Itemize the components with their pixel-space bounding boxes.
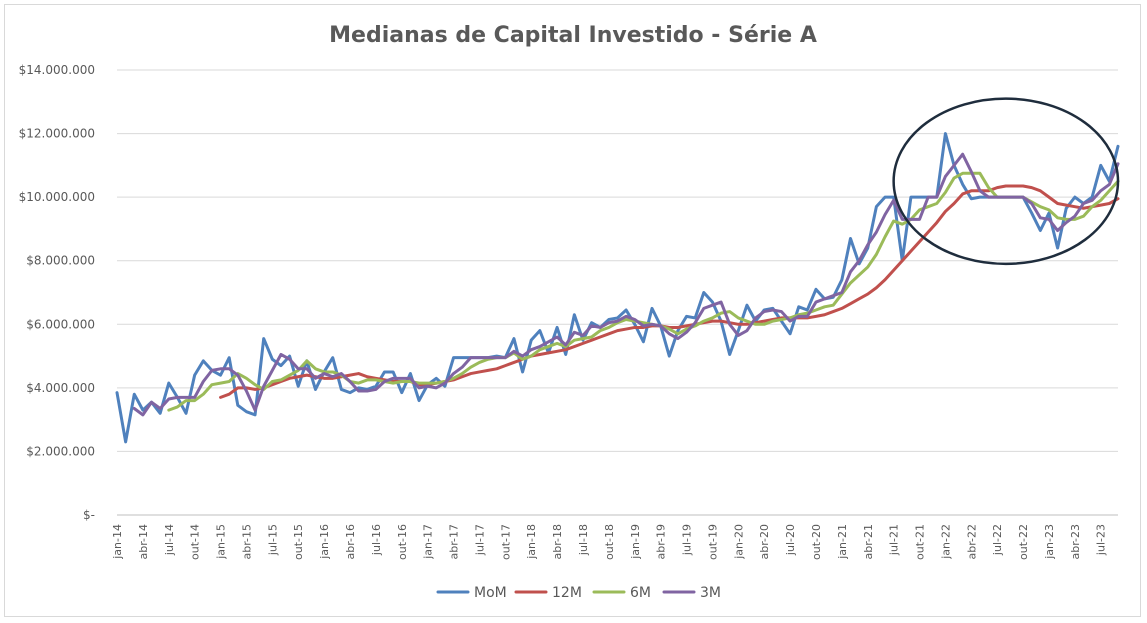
y-tick-label: $6.000.000 — [26, 317, 95, 331]
x-tick-label: jan-18 — [525, 524, 538, 560]
series-line-3m — [132, 152, 1120, 417]
x-tick-label: jul-23 — [1095, 524, 1108, 556]
x-tick-label: jul-15 — [266, 524, 279, 556]
x-tick-label: out-16 — [396, 524, 409, 560]
y-tick-label: $14.000.000 — [19, 63, 95, 77]
x-axis: jan-14 abr-14 jul-14 out-14 jan-15 abr-15 jul-… — [111, 524, 1108, 560]
x-tick-label: out-18 — [603, 524, 616, 560]
legend-label-12m: 12M — [552, 585, 582, 601]
x-tick-label: abr-19 — [655, 524, 668, 560]
legend-label-3m: 3M — [700, 585, 721, 601]
x-tick-label: jan-17 — [422, 524, 435, 560]
x-tick-label: jul-17 — [473, 524, 486, 556]
y-tick-label: $10.000.000 — [19, 190, 95, 204]
x-tick-label: jul-22 — [991, 524, 1004, 556]
legend: MoM 12M 6M 3M — [436, 585, 721, 601]
x-tick-label: jan-14 — [111, 524, 124, 560]
x-tick-label: abr-14 — [137, 524, 150, 560]
x-tick-label: abr-23 — [1069, 524, 1082, 560]
x-tick-label: abr-18 — [551, 524, 564, 560]
annotations — [892, 97, 1120, 266]
series-line-mom — [115, 132, 1120, 444]
legend-label-mom: MoM — [474, 585, 507, 601]
x-tick-label: jan-21 — [836, 524, 849, 560]
x-tick-label: jan-20 — [732, 524, 745, 560]
x-tick-label: abr-20 — [758, 524, 771, 560]
y-axis: $- $2.000.000 $4.000.000 $6.000.000 $8.000.0… — [19, 63, 95, 522]
legend-label-6m: 6M — [630, 585, 651, 601]
x-tick-label: abr-21 — [862, 524, 875, 560]
x-tick-label: out-22 — [1017, 524, 1030, 560]
series-line-6m — [167, 171, 1120, 412]
x-tick-label: jan-15 — [215, 524, 228, 560]
x-tick-label: jul-21 — [888, 524, 901, 556]
y-tick-label: $2.000.000 — [26, 444, 95, 458]
x-tick-label: abr-15 — [240, 524, 253, 560]
y-tick-label: $4.000.000 — [26, 381, 95, 395]
x-tick-label: out-14 — [189, 524, 202, 560]
x-tick-label: abr-16 — [344, 524, 357, 560]
series-line-12m — [219, 184, 1120, 399]
x-tick-label: jan-19 — [629, 524, 642, 560]
x-tick-label: out-15 — [292, 524, 305, 560]
series-lines — [115, 132, 1120, 444]
chart-title: Medianas de Capital Investido - Série A — [329, 23, 817, 48]
y-tick-label: $- — [83, 508, 95, 522]
x-tick-label: jan-23 — [1043, 524, 1056, 560]
x-tick-label: jan-16 — [318, 524, 331, 560]
x-tick-label: jul-18 — [577, 524, 590, 556]
x-tick-label: out-19 — [706, 524, 719, 560]
highlight-ellipse — [892, 97, 1120, 266]
x-tick-label: abr-22 — [965, 524, 978, 560]
x-tick-label: abr-17 — [448, 524, 461, 560]
x-tick-label: out-20 — [810, 524, 823, 560]
x-tick-label: out-21 — [914, 524, 927, 560]
x-tick-label: jul-16 — [370, 524, 383, 556]
x-tick-label: jul-19 — [681, 524, 694, 556]
x-tick-label: out-17 — [499, 524, 512, 560]
x-tick-label: jul-20 — [784, 524, 797, 556]
y-tick-label: $8.000.000 — [26, 254, 95, 268]
y-tick-label: $12.000.000 — [19, 127, 95, 141]
x-tick-label: jan-22 — [939, 524, 952, 560]
grid-lines — [117, 69, 1118, 516]
x-tick-label: jul-14 — [163, 524, 176, 556]
